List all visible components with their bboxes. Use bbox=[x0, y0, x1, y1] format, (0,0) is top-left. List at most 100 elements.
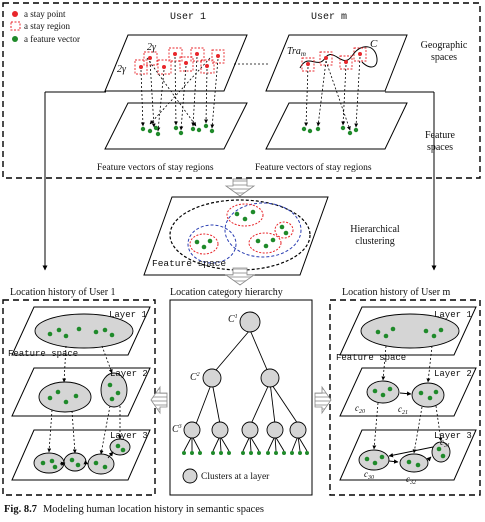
transition-arrow bbox=[388, 446, 434, 458]
feature-space-label: Feature space bbox=[336, 353, 406, 363]
mapping-arrow bbox=[146, 57, 197, 127]
feature-vector bbox=[315, 126, 321, 132]
leaf-point bbox=[227, 451, 231, 455]
layer-link bbox=[101, 345, 113, 374]
user1-layer2-points bbox=[47, 382, 121, 405]
feature-vector bbox=[102, 327, 108, 333]
block-arrow-right bbox=[314, 385, 332, 415]
geo-plane-user1 bbox=[104, 34, 248, 92]
feature-vector bbox=[120, 447, 126, 453]
cluster-blue-right bbox=[224, 202, 302, 258]
hierarchy-node-l3 bbox=[289, 421, 307, 439]
tree-edge bbox=[274, 435, 277, 452]
feature-vector bbox=[307, 128, 313, 134]
stay-point bbox=[173, 52, 177, 56]
block-arrow-left bbox=[150, 385, 168, 415]
feature-vector bbox=[178, 130, 184, 136]
feature-vector bbox=[49, 458, 55, 464]
feature-vector bbox=[427, 395, 433, 401]
feature-plane-userm bbox=[265, 102, 408, 150]
feature-vector bbox=[390, 326, 396, 332]
cluster-red bbox=[274, 221, 294, 239]
stay-region bbox=[190, 47, 205, 62]
feature-vector bbox=[47, 331, 53, 337]
stay-point bbox=[358, 52, 362, 56]
trajectory-label: Tram bbox=[287, 46, 306, 58]
feature-vector bbox=[263, 243, 269, 249]
feature-vector bbox=[93, 460, 99, 466]
feature-vector bbox=[433, 389, 439, 395]
tree-edge bbox=[249, 435, 260, 452]
hierarchy-nodes bbox=[183, 311, 307, 439]
feature-vector bbox=[415, 462, 421, 468]
user1-layer1-cluster bbox=[34, 313, 134, 349]
stay-point bbox=[139, 65, 143, 69]
userm-stay-regions bbox=[301, 47, 367, 72]
feature-vector bbox=[364, 456, 370, 462]
cluster-blue-left bbox=[187, 224, 237, 264]
feature-vector bbox=[201, 244, 207, 250]
c30-label: c30 bbox=[364, 469, 374, 481]
mapping-arrow bbox=[179, 65, 187, 131]
feature-vector bbox=[76, 326, 82, 332]
user1-stay-points bbox=[139, 52, 220, 69]
stay-point-legend-icon bbox=[12, 11, 18, 17]
userm-layer1-cluster bbox=[360, 313, 460, 349]
mapping-arrow bbox=[140, 69, 145, 127]
leaf-point bbox=[198, 451, 202, 455]
transition-arrow bbox=[426, 456, 432, 462]
transition-arrow bbox=[59, 461, 66, 467]
stay-region bbox=[134, 59, 148, 75]
hierarchy-node-l3 bbox=[183, 421, 201, 439]
feature-vector bbox=[438, 327, 444, 333]
tree-edge bbox=[249, 329, 269, 373]
stay-region bbox=[200, 59, 215, 74]
hierarchy-node-l3 bbox=[266, 421, 284, 439]
mapping-arrow bbox=[191, 56, 198, 127]
leaf-point bbox=[298, 451, 302, 455]
feature-vector bbox=[250, 209, 256, 215]
mapping-arrow bbox=[316, 60, 327, 127]
feature-vector bbox=[209, 128, 215, 134]
feature-vector bbox=[418, 390, 424, 396]
feature-vector bbox=[140, 126, 146, 132]
mapping-arrow bbox=[149, 57, 211, 125]
hierarchy-node-l2 bbox=[260, 368, 280, 388]
feature-vector bbox=[353, 127, 359, 133]
feature-vector bbox=[440, 453, 446, 459]
lh-userm-title: Location history of User m bbox=[342, 287, 451, 298]
leaf-point bbox=[211, 451, 215, 455]
cluster-red bbox=[189, 233, 219, 255]
tree-edge bbox=[291, 435, 299, 452]
c31-label: c31 bbox=[440, 437, 450, 449]
leaf-point bbox=[219, 451, 223, 455]
feature-vector bbox=[406, 459, 412, 465]
feature-vector bbox=[387, 386, 393, 392]
user1-feature-vectors bbox=[140, 123, 215, 137]
user1-layer1-points bbox=[47, 326, 115, 339]
feature-vector bbox=[372, 460, 378, 466]
feature-vector bbox=[75, 462, 81, 468]
top-dashed-frame bbox=[2, 2, 481, 179]
geographic-spaces-label: Geographic spaces bbox=[421, 40, 468, 63]
userm-layer2-points bbox=[372, 386, 439, 401]
feature-vector bbox=[379, 454, 385, 460]
user1-layer-links bbox=[47, 345, 122, 455]
feature-vector bbox=[69, 457, 75, 463]
leaf-point bbox=[290, 451, 294, 455]
layer-link bbox=[47, 409, 53, 453]
tree-edge bbox=[274, 435, 285, 452]
userm-layer3-points bbox=[364, 446, 446, 468]
tree-edge bbox=[195, 381, 213, 425]
block-arrow-down bbox=[224, 178, 256, 197]
stay-region bbox=[353, 47, 367, 62]
leaf-point bbox=[249, 451, 253, 455]
tree-edge bbox=[297, 435, 308, 452]
layer2-label: Layer 2 bbox=[434, 369, 472, 379]
tree-edge bbox=[191, 435, 201, 452]
feature-vector bbox=[115, 443, 121, 449]
gamma-label: 2γ bbox=[117, 64, 127, 75]
feature-vector bbox=[73, 393, 79, 399]
layer1-label: Layer 1 bbox=[109, 310, 147, 320]
leaf-point bbox=[257, 451, 261, 455]
